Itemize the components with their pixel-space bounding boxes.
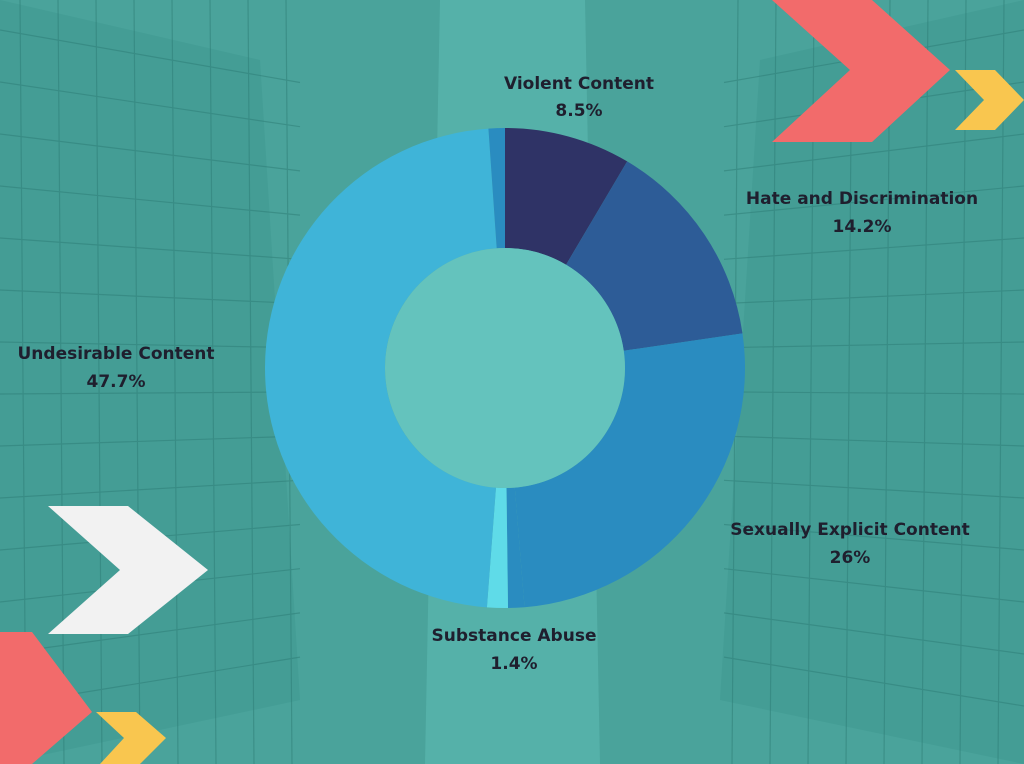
donut-hole <box>385 248 625 488</box>
grid-line <box>0 133 301 172</box>
grid-line <box>723 391 1024 395</box>
grid-line <box>883 0 891 764</box>
grid-line <box>723 341 1024 349</box>
grid-line <box>0 29 301 84</box>
red-arrow-top-right-icon <box>772 0 950 142</box>
slice-unlabeled-6 <box>488 128 505 249</box>
grid-line <box>0 479 301 499</box>
label-violent-value: 8.5% <box>555 101 602 121</box>
grid-line <box>247 0 255 764</box>
grid-line <box>921 0 929 764</box>
grid-line <box>723 435 1024 447</box>
grid-line <box>57 0 65 764</box>
grid-line <box>723 479 1024 499</box>
white-arrow-left-icon <box>48 506 208 634</box>
slice-hate-and-discrimination <box>566 161 743 351</box>
grid-line <box>0 81 301 128</box>
yellow-arrow-bottom-left-icon <box>96 712 166 764</box>
background-left-wall <box>0 0 300 764</box>
red-arrow-bottom-left-icon <box>0 632 92 764</box>
grid-line <box>723 523 1024 551</box>
grid-line <box>0 435 301 447</box>
slice-unlabeled-3 <box>506 487 525 608</box>
grid-line <box>0 391 301 395</box>
label-sexual-value: 26% <box>830 548 871 568</box>
slice-sexually-explicit-content <box>514 333 745 608</box>
grid-line <box>0 341 301 349</box>
label-undesirable-value: 47.7% <box>87 372 146 392</box>
grid-line <box>723 568 1024 603</box>
background-right-wall <box>720 0 1024 764</box>
label-substance-name: Substance Abuse <box>432 626 597 646</box>
label-violent-name: Violent Content <box>504 74 654 94</box>
grid-line <box>723 133 1024 172</box>
label-undesirable-name: Undesirable Content <box>18 344 215 364</box>
grid-line <box>997 0 1005 764</box>
grid-line <box>95 0 103 764</box>
donut-slices <box>264 128 745 609</box>
grid-line <box>723 656 1024 707</box>
label-sexual-name: Sexually Explicit Content <box>730 520 969 540</box>
slice-undesirable-content <box>264 128 497 608</box>
grid-line <box>769 0 777 764</box>
label-substance-value: 1.4% <box>490 654 537 674</box>
grid-line <box>133 0 141 764</box>
grid-line <box>209 0 217 764</box>
label-hate-value: 14.2% <box>833 217 892 237</box>
grid-line <box>171 0 179 764</box>
label-hate-name: Hate and Discrimination <box>746 189 978 209</box>
grid-line <box>723 612 1024 655</box>
grid-line <box>0 612 301 655</box>
slice-substance-abuse <box>486 487 509 609</box>
slice-violent-content <box>505 128 628 265</box>
yellow-arrow-top-right-icon <box>955 70 1024 130</box>
